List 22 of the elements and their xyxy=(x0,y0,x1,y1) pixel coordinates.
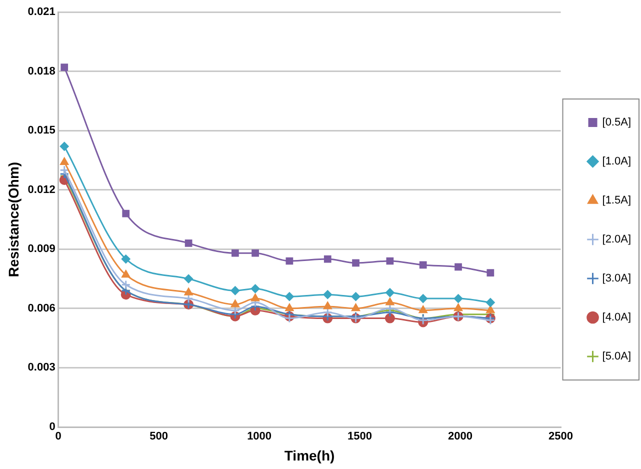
y-tick-label: 0.018 xyxy=(28,65,56,78)
legend-label: [1.0A] xyxy=(602,156,632,168)
x-tick-label: 1500 xyxy=(348,430,372,443)
x-tick-label: 2000 xyxy=(448,430,473,443)
legend-label: [3.0A] xyxy=(602,272,632,285)
y-axis-title: Resistance(Ohm) xyxy=(5,162,22,278)
legend-label: [4.0A] xyxy=(602,312,632,324)
legend-label: [5.0A] xyxy=(602,350,632,363)
y-tick-label: 0.009 xyxy=(28,243,56,256)
y-tick-label: 0.021 xyxy=(28,6,56,18)
x-axis-title: Time(h) xyxy=(284,447,335,464)
x-tick-label: 2500 xyxy=(548,430,573,443)
x-tick-label: 1000 xyxy=(247,430,272,443)
y-tick-label: 0.012 xyxy=(28,184,56,196)
y-tick-label: 0.015 xyxy=(28,124,56,137)
y-tick-label: 0.006 xyxy=(28,302,56,314)
x-tick-label: 500 xyxy=(150,430,168,443)
y-tick-label: 0.003 xyxy=(28,362,56,374)
legend-label: [2.0A] xyxy=(602,234,632,246)
legend-label: [1.5A] xyxy=(602,194,632,207)
y-tick-label: 0 xyxy=(49,421,56,434)
legend-label: [0.5A] xyxy=(602,116,632,129)
